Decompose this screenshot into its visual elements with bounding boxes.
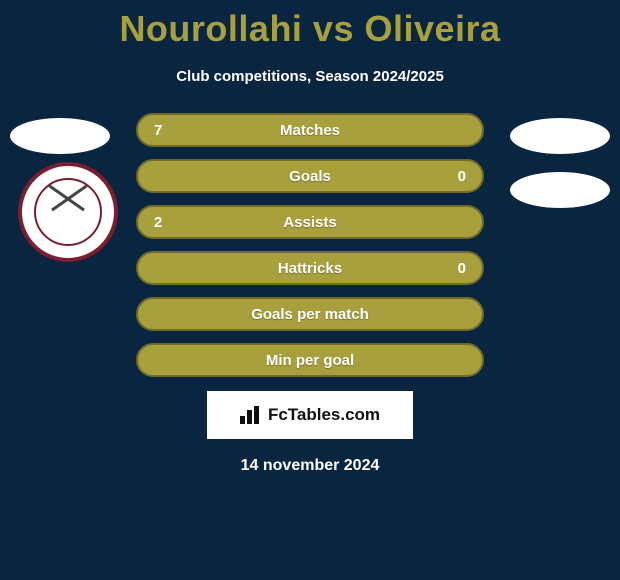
stat-left-value: 7 [154, 122, 162, 139]
stat-label: Hattricks [278, 260, 342, 277]
stat-label: Min per goal [266, 352, 354, 369]
stat-bar-min-per-goal: Min per goal [136, 343, 484, 377]
page-title: Nourollahi vs Oliveira [0, 0, 620, 50]
subtitle: Club competitions, Season 2024/2025 [0, 68, 620, 85]
stat-bar-hattricks: Hattricks 0 [136, 251, 484, 285]
bar-chart-icon [240, 406, 262, 424]
stats-bars: 7 Matches Goals 0 2 Assists Hattricks 0 … [136, 113, 484, 377]
date-text: 14 november 2024 [0, 457, 620, 475]
stat-label: Assists [283, 214, 336, 231]
player-right-logo-placeholder-2 [510, 172, 610, 208]
club-crest-inner-icon [34, 178, 102, 246]
stat-right-value: 0 [458, 168, 466, 185]
stat-bar-assists: 2 Assists [136, 205, 484, 239]
stat-bar-goals: Goals 0 [136, 159, 484, 193]
club-crest-left [18, 162, 118, 262]
stat-label: Matches [280, 122, 340, 139]
stat-bar-matches: 7 Matches [136, 113, 484, 147]
player-right-logo-placeholder-1 [510, 118, 610, 154]
player-left-logo-placeholder [10, 118, 110, 154]
stat-left-value: 2 [154, 214, 162, 231]
watermark-badge: FcTables.com [207, 391, 413, 439]
stat-right-value: 0 [458, 260, 466, 277]
stat-label: Goals [289, 168, 331, 185]
watermark-text: FcTables.com [268, 405, 380, 425]
stat-bar-goals-per-match: Goals per match [136, 297, 484, 331]
stat-label: Goals per match [251, 306, 369, 323]
